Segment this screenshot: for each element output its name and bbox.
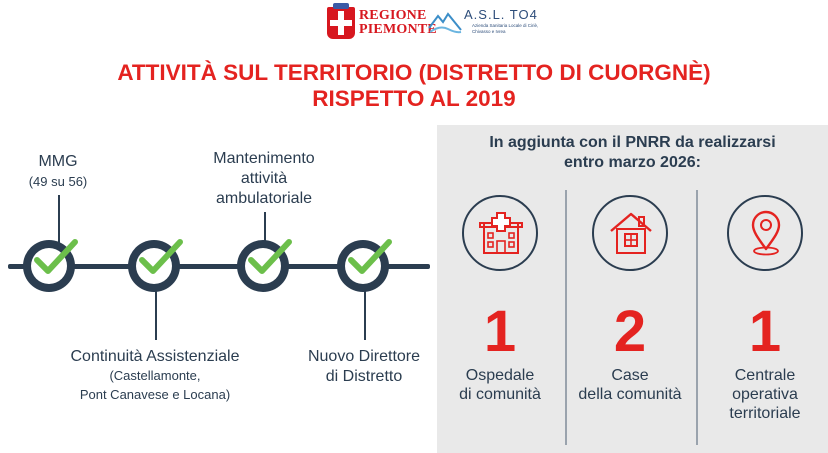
timeline-stem-direttore xyxy=(364,290,366,340)
case-count: 2 xyxy=(613,299,647,364)
centrale-label-3: territoriale xyxy=(729,405,801,422)
timeline-label-mantenimento-2: attività xyxy=(240,170,288,187)
panel-divider-1 xyxy=(565,190,567,445)
timeline-stem-mantenimento xyxy=(264,212,266,244)
hospital-icon xyxy=(479,212,523,254)
case-label-1: Case xyxy=(611,367,649,384)
ospedale-label-2: di comunità xyxy=(459,386,541,403)
page-title-line-2: RISPETTO AL 2019 xyxy=(312,86,516,111)
centrale-label-1: Centrale xyxy=(734,367,796,384)
checkmark-icon xyxy=(348,239,392,274)
timeline-label-direttore-2: di Distretto xyxy=(325,368,403,385)
pnrr-heading-1: In aggiunta con il PNRR da realizzarsi xyxy=(489,134,776,151)
pnrr-panel xyxy=(437,125,828,453)
hospital-icon-circle xyxy=(462,195,538,271)
location-pin-icon-circle xyxy=(727,195,803,271)
regione-piemonte-logo: REGIONE PIEMONTE xyxy=(327,3,437,40)
asl-subtitle: Azienda Sanitaria Locale di Ciriè, Chiva… xyxy=(472,23,539,34)
regione-wordmark: REGIONE PIEMONTE xyxy=(359,9,437,37)
checkmark-icon xyxy=(34,239,78,274)
timeline-stem-continuita xyxy=(155,290,157,340)
regione-line-2: PIEMONTE xyxy=(359,22,437,37)
asl-to4-logo: A.S.L. TO4 Azienda Sanitaria Locale di C… xyxy=(428,6,538,40)
timeline-sublabel-mmg: (49 su 56) xyxy=(28,174,88,189)
timeline-node-2 xyxy=(128,239,183,292)
regione-shield-icon xyxy=(327,3,355,39)
timeline-stem-mmg xyxy=(58,195,60,245)
centrale-label-2: operativa xyxy=(732,386,798,403)
house-icon-circle xyxy=(592,195,668,271)
asl-title: A.S.L. TO4 xyxy=(464,7,538,22)
timeline-node-4 xyxy=(337,239,392,292)
ospedale-count: 1 xyxy=(483,299,517,364)
timeline-label-mantenimento-1: Mantenimento xyxy=(213,150,315,167)
centrale-count: 1 xyxy=(748,299,782,364)
regione-line-1: REGIONE xyxy=(359,8,427,23)
pnrr-heading-2: entro marzo 2026: xyxy=(564,154,701,171)
page-title-line-1: ATTIVITÀ SUL TERRITORIO (DISTRETTO DI CU… xyxy=(117,60,711,85)
checkmark-icon xyxy=(248,239,292,274)
timeline-label-continuita: Continuità Assistenziale xyxy=(70,348,240,365)
ospedale-label-1: Ospedale xyxy=(465,367,535,384)
checkmark-icon xyxy=(139,239,183,274)
timeline-bar xyxy=(8,264,430,269)
timeline-label-mmg: MMG xyxy=(38,153,78,170)
timeline-node-3 xyxy=(237,239,292,292)
timeline-label-mantenimento-3: ambulatoriale xyxy=(215,190,313,207)
asl-mountain-icon xyxy=(428,12,462,34)
timeline-sublabel-continuita-2: Pont Canavese e Locana) xyxy=(79,387,231,402)
timeline-sublabel-continuita-1: (Castellamonte, xyxy=(109,368,201,383)
house-icon xyxy=(610,212,652,254)
panel-divider-2 xyxy=(696,190,698,445)
location-pin-icon xyxy=(751,210,781,256)
timeline-node-1 xyxy=(23,239,78,292)
timeline-label-direttore-1: Nuovo Direttore xyxy=(307,348,421,365)
case-label-2: della comunità xyxy=(578,386,682,403)
